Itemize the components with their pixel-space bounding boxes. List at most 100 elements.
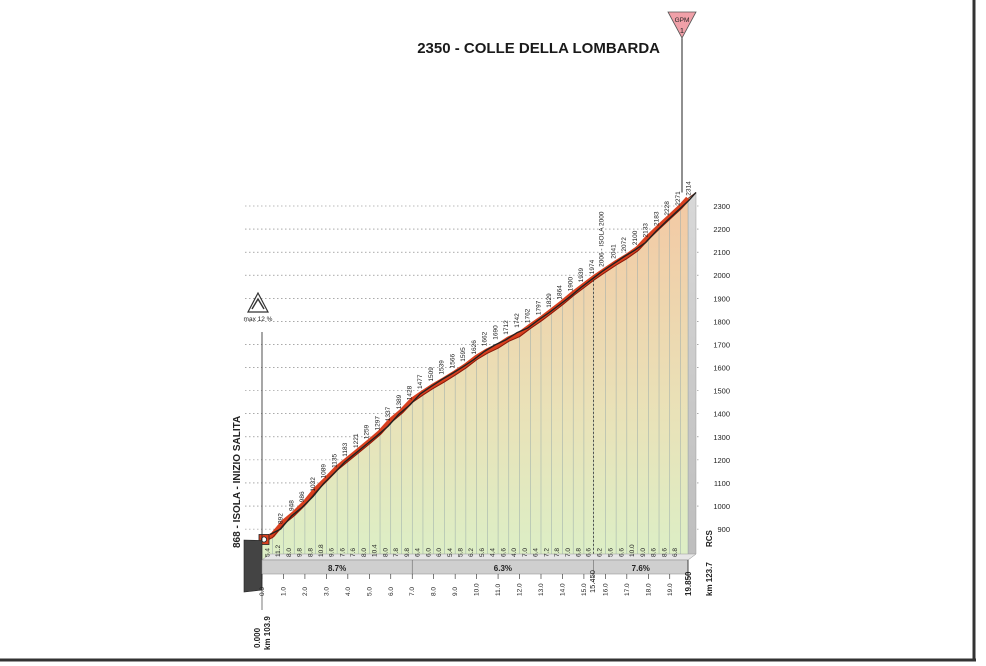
gradient-label: 6.4 — [415, 548, 422, 557]
gradient-label: 10.8 — [318, 544, 325, 557]
gradient-label: 5.6 — [479, 548, 486, 557]
gradient-label: 6.6 — [618, 548, 625, 557]
km-tick-label: 19.0 — [667, 583, 674, 596]
gradient-label: 6.6 — [500, 548, 507, 557]
gradient-label: 9.8 — [404, 548, 411, 557]
gradient-label: 7.0 — [522, 548, 529, 557]
altitude-tick-label: 1700 — [713, 340, 730, 349]
profile-area — [262, 198, 688, 560]
gradient-label: 6.2 — [468, 548, 475, 557]
altitude-point-label: 1477 — [417, 374, 424, 389]
altitude-tick-label: 1900 — [713, 294, 730, 303]
altitude-point-label: 1539 — [439, 360, 446, 375]
altitude-tick-label: 900 — [717, 525, 730, 534]
altitude-point-label: 2271 — [675, 191, 682, 206]
gradient-label: 10.0 — [629, 544, 636, 557]
gradient-label: 7.0 — [565, 548, 572, 557]
gradient-label: 6.0 — [436, 548, 443, 557]
altitude-point-label: 1089 — [321, 464, 328, 479]
km-tick-label: 9.0 — [452, 587, 459, 596]
gradient-label: 9.6 — [329, 548, 336, 557]
altitude-tick-label: 2100 — [713, 248, 730, 257]
km-tick-label: 10.0 — [474, 583, 481, 596]
km-tick-label: 14.0 — [559, 583, 566, 596]
start-km: 0.000 — [253, 627, 262, 648]
km-tick-label: 7.0 — [409, 587, 416, 596]
gradient-label: 4.4 — [490, 548, 497, 557]
gradient-label: 9.0 — [640, 548, 647, 557]
altitude-point-label: 1626 — [471, 340, 478, 355]
altitude-tick-label: 2200 — [713, 225, 730, 234]
gradient-label: 5.8 — [458, 548, 465, 557]
km-tick-label: 6.0 — [388, 587, 395, 596]
altitude-point-label: 1742 — [514, 313, 521, 328]
altitude-point-label: 1900 — [567, 276, 574, 291]
gradient-label: 4.0 — [511, 548, 518, 557]
segment-gradient-label: 8.7% — [328, 564, 346, 573]
altitude-point-label: 2072 — [621, 237, 628, 252]
gpm-category: 1 — [680, 26, 684, 35]
gradient-label: 7.6 — [339, 548, 346, 557]
gradient-label: 5.4 — [264, 548, 271, 557]
km-tick-label: 12.0 — [517, 583, 524, 596]
max-gradient-marker: max 12 % — [244, 291, 273, 323]
altitude-point-label: 892 — [278, 513, 285, 524]
gradient-label: 11.2 — [275, 544, 282, 557]
gradient-label: 8.6 — [661, 548, 668, 557]
gpm-badge-label: GPM — [675, 17, 690, 24]
mid-km-marker: 15.450 — [588, 570, 597, 593]
altitude-tick-label: 2000 — [713, 271, 730, 280]
altitude-point-label: 1829 — [546, 293, 553, 308]
altitude-tick-label: 1200 — [713, 456, 730, 465]
km-tick-label: 3.0 — [323, 587, 330, 596]
altitude-point-label: 986 — [299, 491, 306, 502]
altitude-tick-label: 1300 — [713, 433, 730, 442]
gradient-label: 5.4 — [447, 548, 454, 557]
km-tick-label: 0.0 — [259, 587, 266, 596]
altitude-point-label: 2100 — [632, 230, 639, 245]
altitude-point-label: 1389 — [396, 394, 403, 409]
altitude-point-label: 1974 — [589, 259, 596, 274]
altitude-point-label: 1939 — [578, 267, 585, 282]
altitude-tick-label: 1000 — [713, 502, 730, 511]
start-label: 868 - ISOLA - INIZIO SALITA — [232, 416, 243, 548]
km-tick-label: 2.0 — [302, 587, 309, 596]
km-tick-label: 8.0 — [431, 587, 438, 596]
altitude-point-label: 1428 — [406, 385, 413, 400]
altitude-point-label: 1183 — [342, 442, 349, 456]
gradient-label: 8.0 — [286, 548, 293, 557]
gradient-label: 8.0 — [361, 548, 368, 557]
altitude-point-label: 1797 — [535, 300, 542, 315]
segment-gradient-label: 7.6% — [632, 564, 650, 573]
altitude-tick-label: 2300 — [713, 202, 730, 211]
max-gradient-label: max 12 % — [244, 316, 273, 323]
km-tick-label: 18.0 — [645, 583, 652, 596]
altitude-point-label: 1595 — [460, 347, 467, 362]
steep-climb-icon — [247, 291, 269, 313]
gradient-label: 6.8 — [672, 548, 679, 557]
km-tick-label: 1.0 — [280, 587, 287, 596]
altitude-point-label: 1566 — [449, 354, 456, 369]
road-back-edge — [269, 191, 697, 536]
gradient-label: 7.8 — [554, 548, 561, 557]
altitude-point-label: 1135 — [331, 454, 338, 468]
altitude-point-label: 2183 — [653, 211, 660, 226]
altitude-point-label: 948 — [288, 500, 295, 511]
altitude-point-label: 1337 — [385, 406, 392, 421]
gradient-label: 6.8 — [576, 548, 583, 557]
altitude-point-label: 1297 — [374, 416, 381, 431]
chart-title: 2350 - COLLE DELLA LOMBARDA — [417, 40, 660, 57]
gradient-label: 10.4 — [372, 544, 379, 557]
km-tick-label: 4.0 — [345, 587, 352, 596]
altitude-tick-label: 1100 — [714, 479, 730, 488]
km-tick-label: 11.0 — [495, 583, 502, 596]
gradient-label: 5.6 — [608, 548, 615, 557]
altitude-point-label: 1662 — [482, 331, 489, 346]
gradient-label: 8.6 — [651, 548, 658, 557]
gpm-badge: GPM 1 — [667, 11, 697, 39]
gradient-label: 6.6 — [586, 548, 593, 557]
altitude-tick-label: 1400 — [713, 410, 730, 419]
brand-logo: RCS — [705, 529, 714, 547]
altitude-point-label: 1032 — [310, 477, 317, 492]
